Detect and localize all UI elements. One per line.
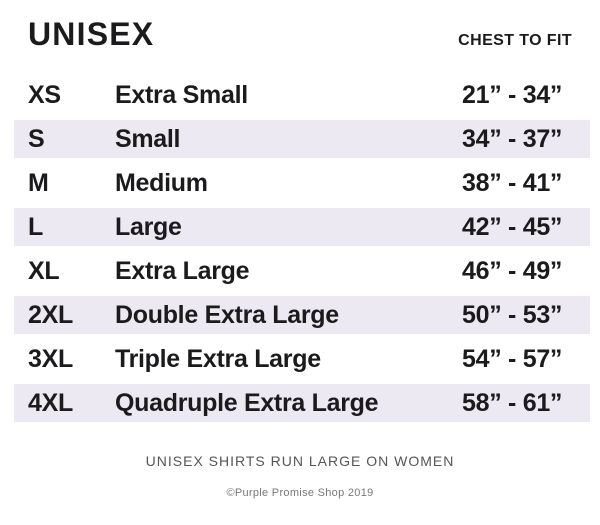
chart-footer: UNISEX SHIRTS RUN LARGE ON WOMEN ©Purple… [0,453,600,500]
size-table-row: XL Extra Large 46” - 49” [14,249,590,293]
page-title: UNISEX [28,16,155,52]
chart-header: UNISEX CHEST TO FIT [0,0,600,50]
chest-range-cell: 42” - 45” [462,212,563,241]
chest-range-cell: 46” - 49” [462,256,563,285]
chest-to-fit-column-label: CHEST TO FIT [458,32,572,49]
size-name-cell: Double Extra Large [115,300,339,329]
size-name-cell: Large [115,212,182,241]
size-name-cell: Extra Small [115,80,248,109]
size-code-cell: XS [28,80,61,109]
size-code-cell: 2XL [28,300,73,329]
copyright-text: ©Purple Promise Shop 2019 [226,487,374,499]
chest-range-cell: 54” - 57” [462,344,563,373]
size-code-cell: 3XL [28,344,73,373]
size-code-cell: M [28,168,49,197]
size-table-row: 3XL Triple Extra Large 54” - 57” [14,337,590,381]
size-code-cell: 4XL [28,388,73,417]
chest-range-cell: 58” - 61” [462,388,563,417]
size-table: XS Extra Small 21” - 34” S Small 34” - 3… [14,73,590,425]
size-name-cell: Quadruple Extra Large [115,388,379,417]
size-code-cell: L [28,212,43,241]
chest-range-cell: 21” - 34” [462,80,563,109]
chest-range-cell: 50” - 53” [462,300,563,329]
size-code-cell: XL [28,256,60,285]
chest-range-cell: 38” - 41” [462,168,563,197]
fit-note: UNISEX SHIRTS RUN LARGE ON WOMEN [145,453,455,469]
size-table-row: L Large 42” - 45” [14,205,590,249]
chest-range-cell: 34” - 37” [462,124,563,153]
size-name-cell: Small [115,124,181,153]
size-table-row: S Small 34” - 37” [14,117,590,161]
size-table-row: 2XL Double Extra Large 50” - 53” [14,293,590,337]
size-name-cell: Triple Extra Large [115,344,321,373]
size-table-row: M Medium 38” - 41” [14,161,590,205]
size-table-row: XS Extra Small 21” - 34” [14,73,590,117]
size-table-row: 4XL Quadruple Extra Large 58” - 61” [14,381,590,425]
size-code-cell: S [28,124,45,153]
size-name-cell: Medium [115,168,208,197]
size-name-cell: Extra Large [115,256,250,285]
